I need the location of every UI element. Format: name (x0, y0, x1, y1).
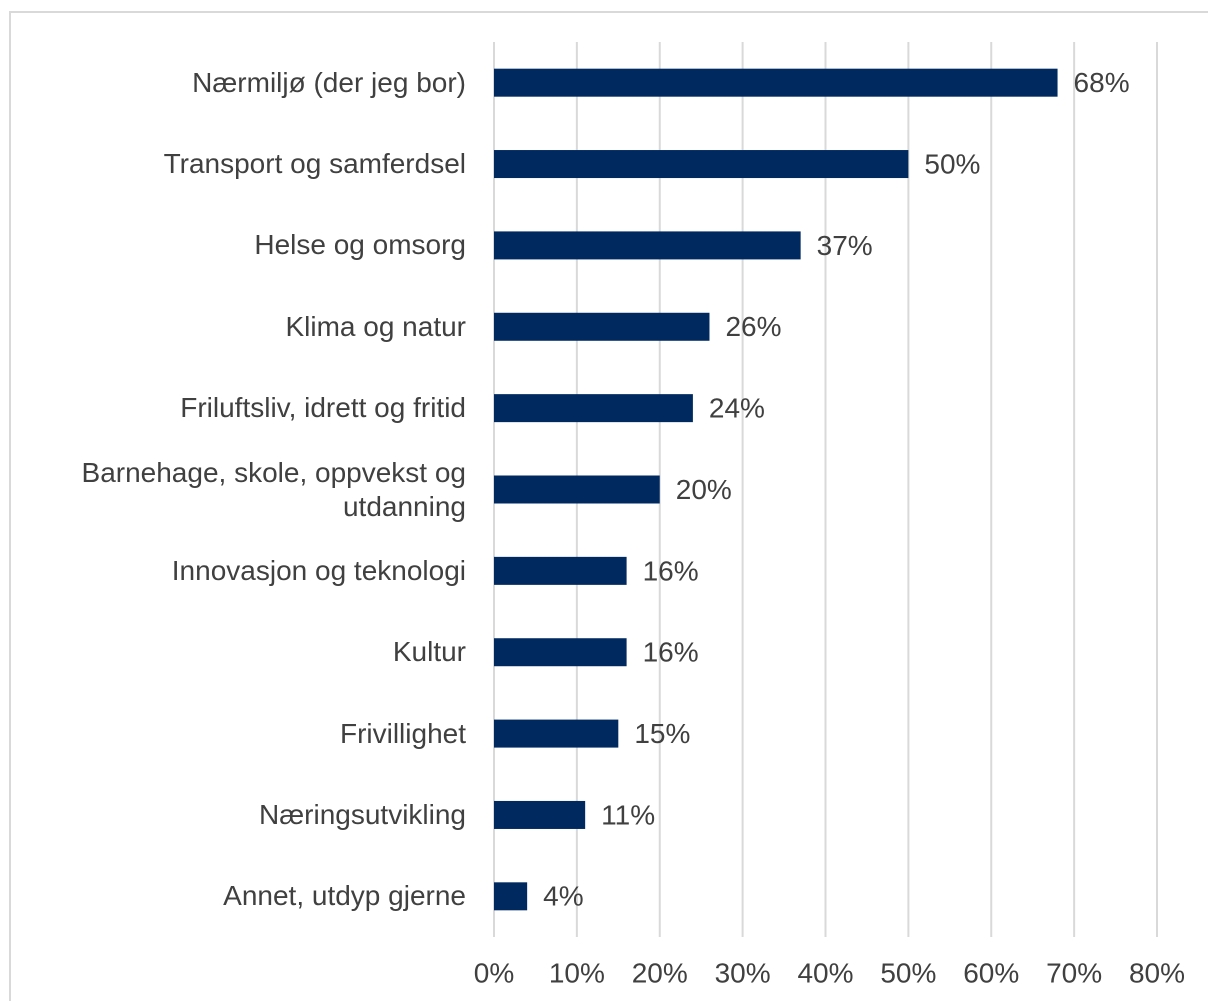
x-tick-label: 70% (1046, 957, 1102, 988)
y-tick-label: Transport og samferdsel (163, 148, 466, 180)
bar (494, 800, 586, 829)
y-tick-label: Kultur (392, 636, 466, 668)
x-tick-label: 0% (474, 957, 514, 988)
bar (494, 231, 801, 260)
x-tick-label: 40% (797, 957, 853, 988)
data-label: 16% (643, 637, 699, 668)
y-tick-label: Nærmiljø (der jeg bor) (192, 66, 466, 98)
y-tick-label: Innovasjon og teknologi (171, 554, 466, 586)
data-label: 11% (601, 799, 655, 830)
x-tick-label: 80% (1129, 957, 1185, 988)
x-tick-label: 30% (715, 957, 771, 988)
y-tick-label: Barnehage, skole, oppvekst og utdanning (81, 456, 466, 522)
data-label: 20% (676, 474, 732, 505)
data-label: 68% (1074, 67, 1130, 98)
bar (494, 475, 660, 504)
data-label: 50% (924, 148, 980, 179)
bar (494, 556, 627, 585)
bar (494, 150, 909, 179)
data-label: 15% (634, 718, 690, 749)
chart-border (9, 11, 1208, 1001)
y-tick-label: Friluftsliv, idrett og fritid (180, 392, 466, 424)
y-tick-label: Næringsutvikling (259, 798, 466, 830)
bar (494, 638, 627, 667)
bar (494, 312, 710, 341)
data-label: 16% (643, 555, 699, 586)
x-tick-label: 60% (963, 957, 1019, 988)
y-tick-label: Annet, utdyp gjerne (223, 880, 466, 912)
bar (494, 882, 528, 911)
data-label: 37% (817, 230, 873, 261)
x-tick-label: 50% (880, 957, 936, 988)
x-tick-label: 10% (549, 957, 605, 988)
bar (494, 719, 619, 748)
data-label: 4% (543, 881, 583, 912)
data-label: 24% (709, 393, 765, 424)
y-tick-label: Frivillighet (339, 717, 466, 749)
y-tick-label: Helse og omsorg (254, 229, 466, 261)
bar (494, 394, 693, 423)
x-tick-label: 20% (632, 957, 688, 988)
data-label: 26% (725, 311, 781, 342)
y-tick-label: Klima og natur (285, 310, 466, 342)
bar (494, 68, 1058, 97)
